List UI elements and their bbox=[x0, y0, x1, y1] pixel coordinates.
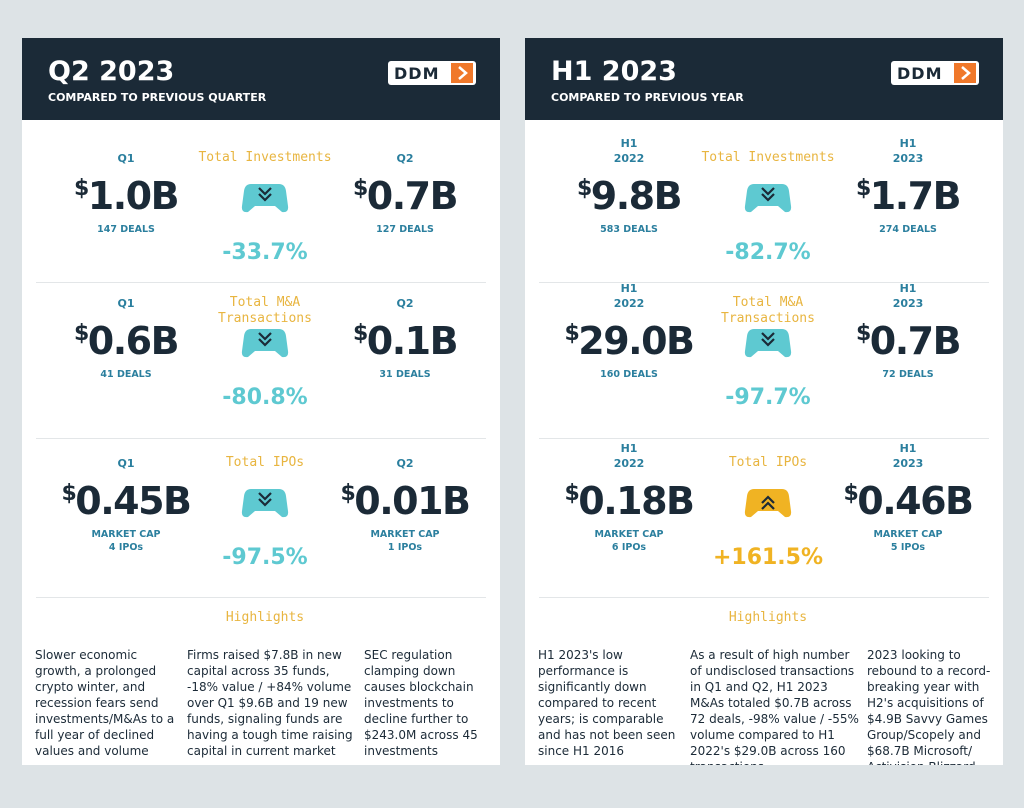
detail: 147 DEALS bbox=[66, 223, 186, 236]
change: -97.5% bbox=[222, 545, 308, 570]
amount: $29.0B bbox=[564, 319, 695, 363]
panel: Q2 2023 COMPARED TO PREVIOUS QUARTER DDM Q1… bbox=[22, 38, 500, 765]
metric-label: Total M&A Transactions bbox=[218, 295, 312, 326]
detail-line: MARKET CAP bbox=[370, 529, 440, 540]
detail-line: MARKET CAP bbox=[91, 529, 161, 540]
panel-header: Q2 2023 COMPARED TO PREVIOUS QUARTER DDM bbox=[22, 38, 500, 120]
period: H1 2023 bbox=[892, 137, 924, 165]
detail-line: 31 DEALS bbox=[379, 369, 431, 380]
period: H1 2022 bbox=[613, 442, 645, 470]
change: -80.8% bbox=[222, 385, 308, 410]
detail-line: 583 DEALS bbox=[600, 224, 658, 235]
detail: 274 DEALS bbox=[848, 223, 968, 236]
amount: $0.45B bbox=[61, 479, 192, 523]
detail-line: 1 IPOs bbox=[387, 542, 423, 553]
detail-line: 6 IPOs bbox=[611, 542, 647, 553]
amount: $0.7B bbox=[352, 174, 459, 218]
divider bbox=[36, 282, 486, 283]
period: H1 2022 bbox=[613, 137, 645, 165]
period: H1 2022 bbox=[613, 282, 645, 310]
period: H1 2023 bbox=[892, 442, 924, 470]
gamepad-icon bbox=[744, 180, 792, 218]
logo-mark bbox=[451, 63, 473, 83]
detail: 41 DEALS bbox=[66, 368, 186, 381]
amount: $1.7B bbox=[855, 174, 962, 218]
detail: MARKET CAP 5 IPOs bbox=[848, 528, 968, 554]
highlight-text: H1 2023's low performance is significant… bbox=[538, 648, 676, 758]
amount: $0.1B bbox=[352, 319, 459, 363]
panel-subtitle: COMPARED TO PREVIOUS QUARTER bbox=[48, 91, 267, 104]
period: Q2 bbox=[396, 152, 414, 165]
logo: DDM bbox=[388, 61, 476, 85]
detail: 160 DEALS bbox=[569, 368, 689, 381]
detail-line: 274 DEALS bbox=[879, 224, 937, 235]
detail-line: 41 DEALS bbox=[100, 369, 152, 380]
detail-line: 72 DEALS bbox=[882, 369, 934, 380]
change: -33.7% bbox=[222, 240, 308, 265]
gamepad-icon bbox=[241, 325, 289, 363]
panel-header: H1 2023 COMPARED TO PREVIOUS YEAR DDM bbox=[525, 38, 1003, 120]
panel: H1 2023 COMPARED TO PREVIOUS YEAR DDM H1 20… bbox=[525, 38, 1003, 765]
amount: $9.8B bbox=[576, 174, 683, 218]
divider bbox=[539, 282, 989, 283]
amount: $0.46B bbox=[843, 479, 974, 523]
detail: MARKET CAP 1 IPOs bbox=[345, 528, 465, 554]
amount: $0.18B bbox=[564, 479, 695, 523]
amount: $0.01B bbox=[340, 479, 471, 523]
detail: 31 DEALS bbox=[345, 368, 465, 381]
logo-text: DDM bbox=[897, 64, 943, 83]
logo: DDM bbox=[891, 61, 979, 85]
gamepad-icon bbox=[744, 325, 792, 363]
detail-line: MARKET CAP bbox=[594, 529, 664, 540]
highlights-title: Highlights bbox=[728, 610, 808, 625]
amount: $1.0B bbox=[73, 174, 180, 218]
detail-line: MARKET CAP bbox=[873, 529, 943, 540]
detail-line: 4 IPOs bbox=[108, 542, 144, 553]
period: H1 2023 bbox=[892, 282, 924, 310]
amount: $0.7B bbox=[855, 319, 962, 363]
highlight-text: 2023 looking to rebound to a record-brea… bbox=[867, 648, 991, 765]
detail: MARKET CAP 6 IPOs bbox=[569, 528, 689, 554]
gamepad-icon bbox=[744, 485, 792, 523]
metric-label: Total IPOs bbox=[225, 455, 305, 470]
gamepad-icon bbox=[241, 180, 289, 218]
detail: 72 DEALS bbox=[848, 368, 968, 381]
detail-line: 127 DEALS bbox=[376, 224, 434, 235]
detail: 127 DEALS bbox=[345, 223, 465, 236]
period: Q2 bbox=[396, 297, 414, 310]
period: Q1 bbox=[117, 457, 135, 470]
detail: 583 DEALS bbox=[569, 223, 689, 236]
detail-line: 160 DEALS bbox=[600, 369, 658, 380]
metric-label: Total M&A Transactions bbox=[721, 295, 815, 326]
change: -82.7% bbox=[725, 240, 811, 265]
panel-subtitle: COMPARED TO PREVIOUS YEAR bbox=[551, 91, 744, 104]
amount: $0.6B bbox=[73, 319, 180, 363]
divider bbox=[36, 438, 486, 439]
period: Q1 bbox=[117, 297, 135, 310]
period: Q1 bbox=[117, 152, 135, 165]
panel-title: H1 2023 bbox=[551, 56, 677, 87]
divider bbox=[539, 438, 989, 439]
metric-label: Total Investments bbox=[198, 150, 332, 165]
metric-label: Total Investments bbox=[701, 150, 835, 165]
logo-mark bbox=[954, 63, 976, 83]
metric-label: Total IPOs bbox=[728, 455, 808, 470]
highlight-text: SEC regulation clamping down causes bloc… bbox=[364, 648, 478, 758]
highlight-text: Firms raised $7.8B in new capital across… bbox=[187, 648, 353, 758]
change: +161.5% bbox=[712, 545, 824, 570]
detail: MARKET CAP 4 IPOs bbox=[66, 528, 186, 554]
gamepad-icon bbox=[241, 485, 289, 523]
logo-text: DDM bbox=[394, 64, 440, 83]
highlight-text: Slower economic growth, a prolonged cryp… bbox=[35, 648, 175, 758]
divider bbox=[539, 597, 989, 598]
period: Q2 bbox=[396, 457, 414, 470]
detail-line: 147 DEALS bbox=[97, 224, 155, 235]
divider bbox=[36, 597, 486, 598]
highlights-title: Highlights bbox=[225, 610, 305, 625]
panel-title: Q2 2023 bbox=[48, 56, 175, 87]
detail-line: 5 IPOs bbox=[890, 542, 926, 553]
change: -97.7% bbox=[725, 385, 811, 410]
highlight-text: As a result of high number of undisclose… bbox=[690, 648, 859, 765]
